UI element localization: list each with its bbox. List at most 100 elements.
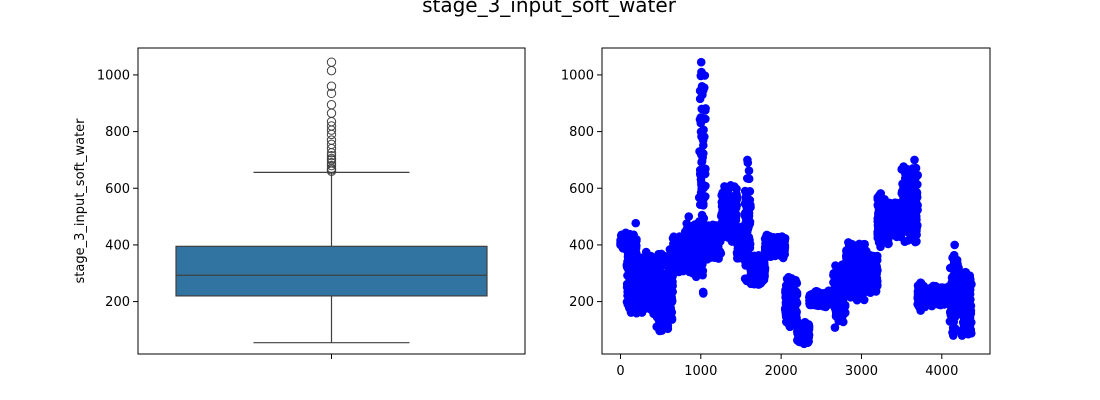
boxplot-y-label: stage_3_input_soft_water bbox=[73, 118, 88, 284]
scatter-point bbox=[966, 309, 976, 318]
scatter-point bbox=[885, 204, 895, 213]
scatter-y-tick-label: 1000 bbox=[561, 68, 594, 83]
scatter-point bbox=[729, 213, 738, 222]
scatter-point bbox=[924, 290, 933, 299]
scatter-point bbox=[726, 181, 735, 190]
scatter-point bbox=[696, 57, 706, 67]
scatter-point bbox=[772, 239, 781, 248]
scatter-point bbox=[686, 253, 695, 262]
scatter-point bbox=[687, 243, 696, 252]
scatter-point bbox=[697, 104, 707, 114]
scatter-point bbox=[622, 241, 632, 250]
scatter-point bbox=[688, 268, 698, 278]
scatter-point bbox=[865, 260, 875, 269]
scatter-point bbox=[719, 201, 729, 211]
scatter-point bbox=[652, 312, 662, 322]
scatter-point bbox=[684, 212, 694, 221]
scatter-axes-frame bbox=[601, 47, 991, 355]
scatter-point bbox=[638, 255, 647, 264]
scatter-point bbox=[841, 276, 851, 285]
scatter-point bbox=[727, 193, 736, 203]
scatter-point bbox=[912, 226, 921, 235]
scatter-point bbox=[956, 282, 965, 291]
scatter-point bbox=[829, 270, 838, 280]
scatter-points bbox=[616, 57, 976, 349]
scatter-point bbox=[782, 286, 791, 296]
scatter-point bbox=[821, 302, 830, 312]
boxplot-body bbox=[175, 171, 488, 344]
scatter-point bbox=[954, 263, 963, 272]
boxplot-outlier bbox=[326, 139, 337, 150]
scatter-point bbox=[800, 319, 809, 328]
scatter-point bbox=[717, 226, 726, 235]
scatter-point bbox=[734, 244, 743, 254]
scatter-point bbox=[786, 318, 795, 328]
scatter-point bbox=[618, 233, 628, 242]
scatter-x-tick-label: 4000 bbox=[925, 364, 958, 379]
scatter-point bbox=[740, 186, 750, 196]
scatter-point bbox=[717, 191, 726, 200]
scatter-point bbox=[754, 265, 764, 275]
scatter-point bbox=[900, 218, 909, 227]
scatter-point bbox=[891, 210, 901, 219]
figure-title: stage_3_input_soft_water bbox=[422, 0, 677, 17]
scatter-point bbox=[850, 249, 859, 259]
scatter-point bbox=[699, 183, 709, 193]
scatter-point bbox=[908, 164, 918, 173]
scatter-point bbox=[807, 300, 817, 310]
boxplot-y-tick-label: 200 bbox=[105, 295, 130, 310]
scatter-point bbox=[905, 186, 915, 195]
scatter-point bbox=[937, 289, 947, 299]
scatter-point bbox=[842, 263, 852, 272]
scatter-point bbox=[879, 219, 888, 229]
scatter-point bbox=[910, 155, 919, 165]
scatter-point bbox=[788, 301, 798, 311]
scatter-point bbox=[662, 297, 671, 307]
scatter-point bbox=[769, 232, 778, 242]
boxplot-outlier bbox=[326, 57, 337, 67]
scatter-point bbox=[744, 166, 754, 175]
scatter-point bbox=[784, 272, 793, 282]
scatter-point bbox=[950, 240, 959, 250]
scatter-point bbox=[960, 329, 969, 339]
scatter-panel: 200 400 600 800 1000 0 1000 2000 3000 4000 bbox=[561, 47, 991, 379]
scatter-point bbox=[623, 291, 632, 300]
scatter-point bbox=[715, 247, 724, 256]
scatter-point bbox=[862, 277, 872, 287]
scatter-point bbox=[870, 270, 880, 279]
scatter-point bbox=[876, 200, 885, 210]
scatter-point bbox=[638, 266, 648, 275]
scatter-point bbox=[865, 285, 875, 295]
scatter-point bbox=[697, 210, 707, 220]
scatter-point bbox=[622, 282, 632, 292]
scatter-point bbox=[741, 207, 751, 217]
scatter-point bbox=[966, 279, 976, 288]
boxplot-y-ticks: 200 400 600 800 1000 bbox=[97, 68, 138, 310]
scatter-point bbox=[743, 158, 753, 168]
scatter-point bbox=[871, 278, 881, 288]
scatter-point bbox=[791, 277, 801, 287]
scatter-point bbox=[698, 270, 707, 280]
scatter-point bbox=[745, 195, 755, 205]
scatter-point bbox=[667, 275, 677, 285]
scatter-point bbox=[729, 207, 738, 216]
scatter-point bbox=[657, 324, 667, 334]
boxplot-y-tick-label: 600 bbox=[105, 182, 130, 197]
scatter-point bbox=[696, 118, 706, 128]
boxplot-y-tick-label: 400 bbox=[105, 238, 130, 253]
scatter-x-tick-label: 2000 bbox=[765, 364, 798, 379]
scatter-point bbox=[886, 227, 896, 237]
scatter-point bbox=[697, 199, 707, 209]
scatter-point bbox=[670, 267, 680, 277]
scatter-point bbox=[641, 285, 651, 295]
scatter-y-tick-label: 600 bbox=[569, 182, 594, 197]
scatter-point bbox=[807, 290, 816, 300]
boxplot-outlier bbox=[326, 88, 337, 99]
scatter-point bbox=[904, 224, 914, 234]
scatter-point bbox=[834, 264, 844, 274]
scatter-point bbox=[781, 303, 790, 313]
scatter-point bbox=[848, 280, 858, 290]
scatter-point bbox=[698, 287, 708, 297]
